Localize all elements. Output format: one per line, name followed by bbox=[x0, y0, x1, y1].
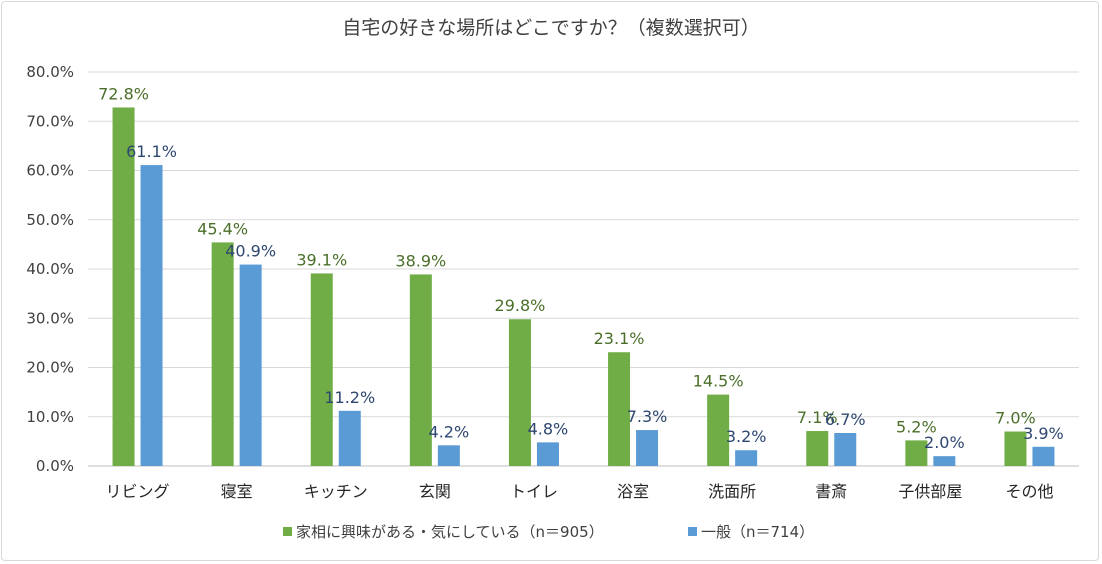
data-label-general: 4.8% bbox=[528, 419, 569, 438]
category-label: 書斎 bbox=[815, 482, 847, 501]
y-axis-ticks: 0.0% 10.0% 20.0% 30.0% 40.0% 50.0% 60.0% 70.0% 8… bbox=[26, 63, 74, 475]
y-tick-label: 0.0% bbox=[36, 457, 74, 475]
bar-general bbox=[735, 450, 758, 466]
y-tick-label: 40.0% bbox=[26, 260, 74, 278]
category-label: キッチン bbox=[304, 482, 368, 501]
bar-interested bbox=[409, 274, 432, 466]
category-label: 洗面所 bbox=[708, 482, 756, 501]
bar-general bbox=[239, 264, 262, 466]
data-label-general: 2.0% bbox=[924, 433, 965, 452]
x-axis-categories: リビング 寝室 キッチン 玄関 トイレ 浴室 洗面所 書斎 子供部屋 その他 bbox=[106, 482, 1054, 501]
y-tick-label: 20.0% bbox=[26, 359, 74, 377]
bar-general bbox=[1032, 446, 1055, 466]
data-label-interested: 5.2% bbox=[896, 417, 937, 436]
data-label-interested: 38.9% bbox=[395, 251, 446, 270]
bar-interested bbox=[806, 431, 829, 466]
y-tick-label: 80.0% bbox=[26, 63, 74, 81]
category-label: その他 bbox=[1005, 482, 1053, 501]
category-label: 寝室 bbox=[221, 482, 253, 501]
bar-interested bbox=[905, 440, 928, 466]
legend: 家相に興味がある・気にしている（n＝905） 一般（n＝714） bbox=[283, 523, 814, 541]
bar-interested bbox=[112, 107, 135, 467]
data-label-interested: 14.5% bbox=[693, 372, 744, 391]
category-label: 玄関 bbox=[419, 482, 451, 501]
data-label-general: 3.9% bbox=[1023, 424, 1064, 443]
data-label-general: 4.2% bbox=[429, 422, 470, 441]
bar-interested bbox=[707, 394, 730, 466]
data-label-interested: 72.8% bbox=[98, 84, 149, 103]
data-label-general: 61.1% bbox=[126, 142, 177, 161]
data-label-interested: 7.1% bbox=[797, 408, 838, 427]
bar-interested bbox=[608, 352, 631, 466]
bars bbox=[112, 107, 1055, 467]
bar-general bbox=[536, 442, 559, 466]
legend-label-general: 一般（n＝714） bbox=[701, 523, 814, 541]
data-label-general: 11.2% bbox=[324, 388, 375, 407]
y-tick-label: 60.0% bbox=[26, 162, 74, 180]
data-label-general: 3.2% bbox=[726, 427, 767, 446]
y-tick-label: 70.0% bbox=[26, 112, 74, 130]
data-label-interested: 7.0% bbox=[995, 409, 1036, 428]
bar-interested bbox=[508, 319, 531, 466]
data-label-interested: 45.4% bbox=[197, 219, 248, 238]
category-label: リビング bbox=[106, 482, 170, 501]
bar-interested bbox=[211, 242, 234, 466]
bar-general bbox=[636, 430, 659, 466]
data-label-interested: 23.1% bbox=[594, 329, 645, 348]
data-label-general: 7.3% bbox=[627, 407, 668, 426]
legend-swatch-blue bbox=[688, 527, 697, 536]
data-labels: 72.8% 61.1% 45.4% 40.9% 39.1% 11.2% 38.9% 4.2% 2… bbox=[98, 84, 1064, 452]
legend-label-interested: 家相に興味がある・気にしている（n＝905） bbox=[296, 523, 604, 541]
bar-general bbox=[933, 456, 956, 466]
category-label: 子供部屋 bbox=[898, 482, 962, 501]
data-label-general: 40.9% bbox=[225, 242, 276, 261]
data-label-interested: 29.8% bbox=[495, 296, 546, 315]
gridlines bbox=[88, 71, 1079, 467]
bar-interested bbox=[310, 273, 333, 466]
bar-general bbox=[834, 433, 857, 466]
data-label-interested: 39.1% bbox=[296, 250, 347, 269]
bar-general bbox=[140, 165, 163, 466]
y-tick-label: 50.0% bbox=[26, 211, 74, 229]
legend-swatch-green bbox=[283, 527, 292, 536]
category-label: 浴室 bbox=[617, 482, 649, 501]
y-tick-label: 10.0% bbox=[26, 408, 74, 426]
bar-general bbox=[437, 445, 460, 466]
bar-general bbox=[338, 410, 361, 466]
category-label: トイレ bbox=[510, 482, 558, 501]
bar-interested bbox=[1004, 431, 1027, 466]
data-label-general: 6.7% bbox=[825, 410, 866, 429]
y-tick-label: 30.0% bbox=[26, 309, 74, 327]
chart-title: 自宅の好きな場所はどこですか？（複数選択可） bbox=[342, 17, 759, 39]
